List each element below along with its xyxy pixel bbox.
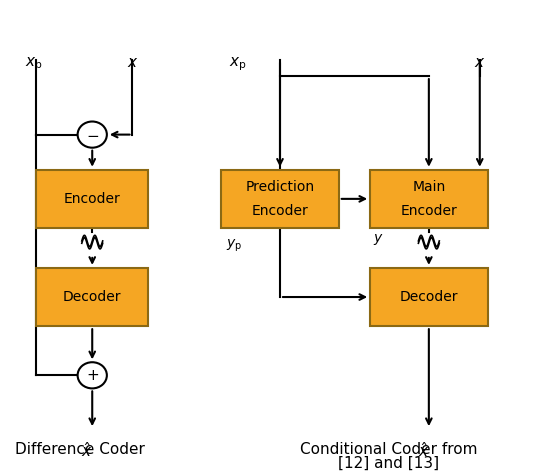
Text: $x$: $x$ xyxy=(126,55,138,70)
Text: Prediction: Prediction xyxy=(245,180,315,194)
Text: $\hat{x}$: $\hat{x}$ xyxy=(418,441,429,460)
Text: Encoder: Encoder xyxy=(400,203,457,218)
Text: Conditional Coder from: Conditional Coder from xyxy=(300,442,477,457)
FancyBboxPatch shape xyxy=(370,169,488,228)
Text: $+$: $+$ xyxy=(86,368,99,383)
Text: Decoder: Decoder xyxy=(400,290,458,304)
FancyBboxPatch shape xyxy=(370,268,488,326)
Text: $x_{\mathrm{p}}$: $x_{\mathrm{p}}$ xyxy=(229,55,247,73)
Text: $x_{\mathrm{p}}$: $x_{\mathrm{p}}$ xyxy=(25,55,43,73)
Text: $y_{\mathrm{p}}$: $y_{\mathrm{p}}$ xyxy=(227,237,243,254)
Text: Main: Main xyxy=(412,180,445,194)
Text: Decoder: Decoder xyxy=(63,290,121,304)
Text: $y$: $y$ xyxy=(373,232,383,247)
Text: $\hat{x}$: $\hat{x}$ xyxy=(81,441,93,460)
Text: Encoder: Encoder xyxy=(251,203,308,218)
Circle shape xyxy=(78,121,107,148)
Text: $-$: $-$ xyxy=(86,127,99,142)
Text: [12] and [13]: [12] and [13] xyxy=(338,456,439,471)
Text: Difference Coder: Difference Coder xyxy=(16,442,145,457)
FancyBboxPatch shape xyxy=(36,169,148,228)
Text: $x$: $x$ xyxy=(474,55,486,70)
FancyBboxPatch shape xyxy=(221,169,339,228)
Text: Encoder: Encoder xyxy=(64,192,121,206)
FancyBboxPatch shape xyxy=(36,268,148,326)
Circle shape xyxy=(78,362,107,388)
